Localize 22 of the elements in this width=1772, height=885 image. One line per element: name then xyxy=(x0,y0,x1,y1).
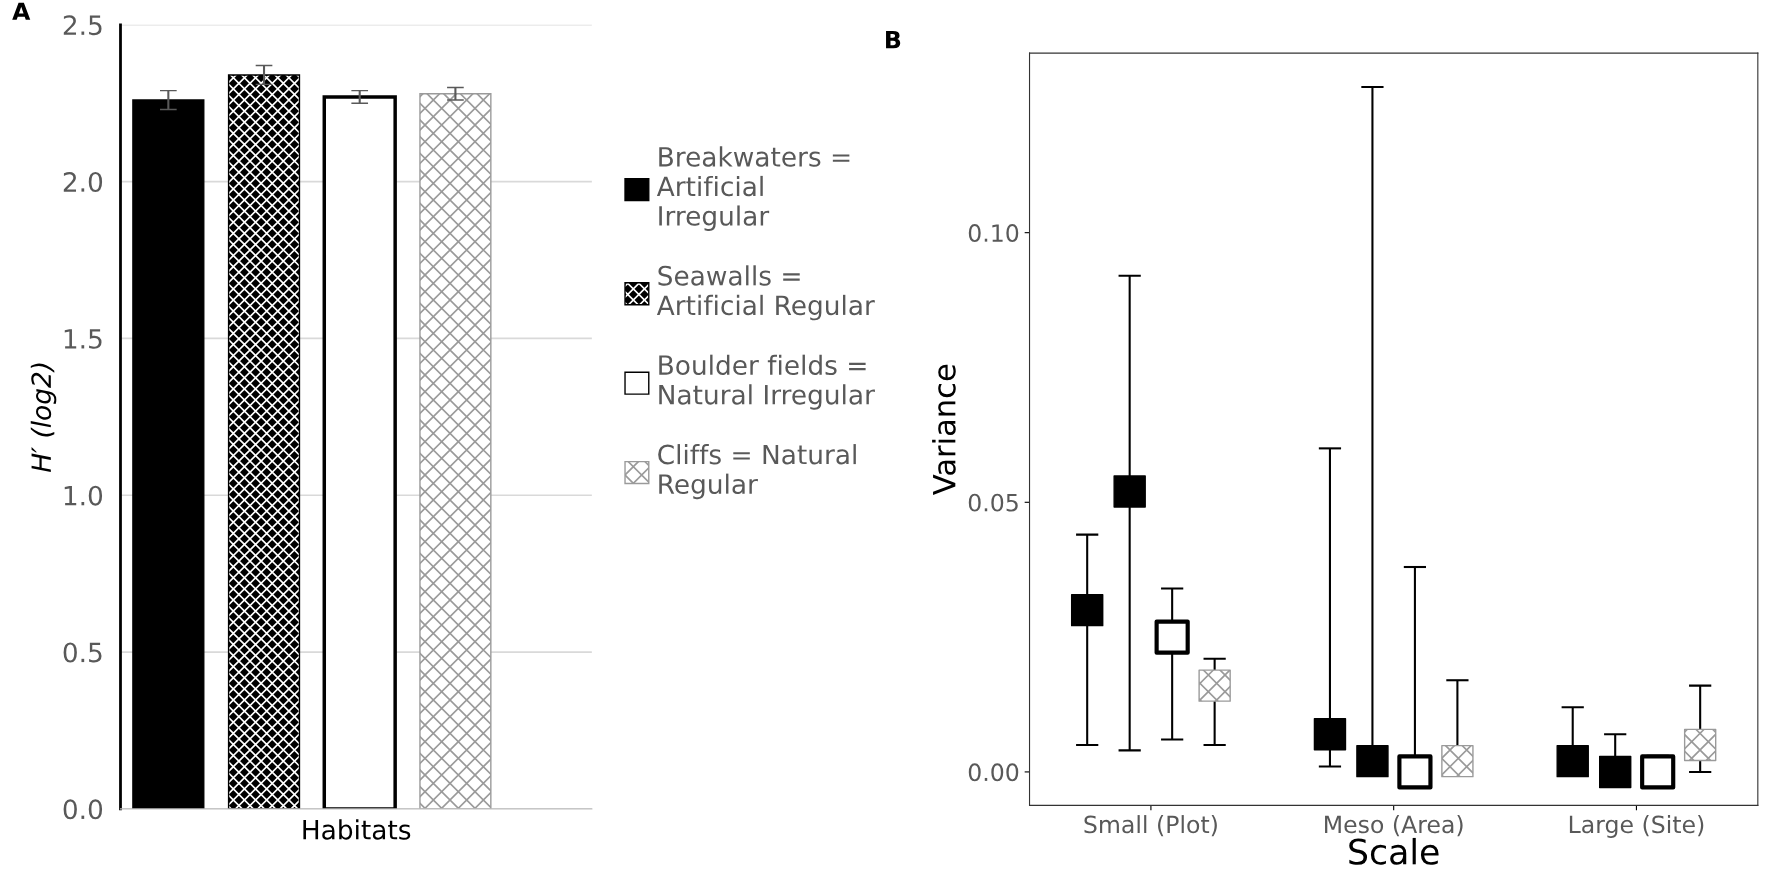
y-tick-label: 1.5 xyxy=(64,329,102,349)
x-tick-label: Small (Plot) xyxy=(1084,815,1217,837)
x-axis-title: Habitats xyxy=(303,819,411,840)
y-tick-label: 1.0 xyxy=(64,485,103,506)
y-axis-title: H′ (log2) xyxy=(30,363,57,473)
x-axis-title: Scale xyxy=(1349,837,1439,865)
legend-label: Boulder fields = Natural Irregular xyxy=(659,354,875,410)
y-tick-label: 0.5 xyxy=(63,642,102,663)
y-tick-label: 2.5 xyxy=(63,15,102,36)
legend-label: Cliffs = Natural Regular xyxy=(658,444,856,500)
x-tick-label: Large (Site) xyxy=(1569,815,1704,838)
y-tick-label: 0.00 xyxy=(968,763,1019,782)
legend-label: Seawalls = Artificial Regular xyxy=(656,265,875,321)
chart-title: B xyxy=(886,30,901,49)
legend-label: Breakwaters = Artificial Irregular xyxy=(656,146,850,231)
y-tick-label: 0.0 xyxy=(63,799,103,820)
y-tick-label: 2.0 xyxy=(63,172,103,192)
x-tick-label: Meso (Area) xyxy=(1325,815,1463,837)
y-tick-label: 0.05 xyxy=(968,493,1018,512)
chart-title: A xyxy=(12,2,31,20)
y-tick-label: 0.10 xyxy=(968,224,1019,242)
y-axis-title: Variance xyxy=(932,364,956,495)
